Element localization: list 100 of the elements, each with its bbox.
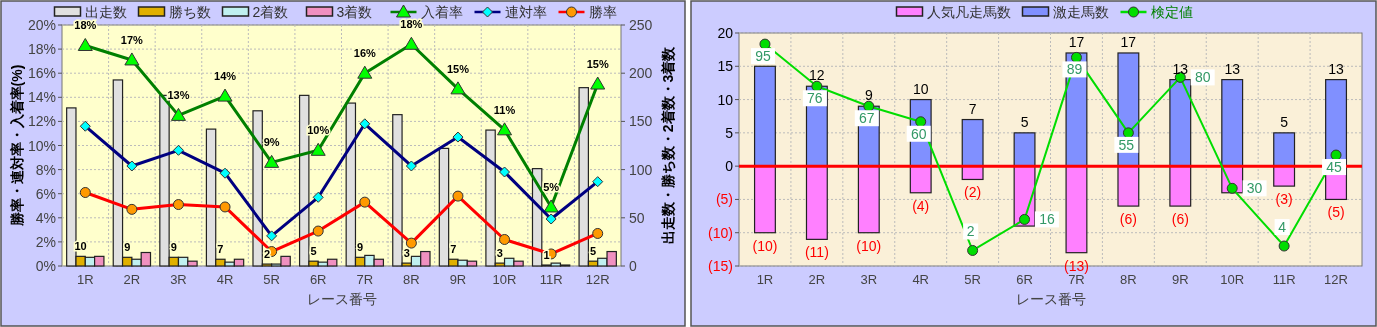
bar xyxy=(961,118,984,167)
point xyxy=(967,244,979,256)
data-label: 5 xyxy=(1280,113,1289,130)
data-label: 14% xyxy=(214,70,237,83)
bar xyxy=(1117,165,1140,207)
y2-axis-title: 出走数・勝ち数・2着数・3着数 xyxy=(660,45,676,245)
data-label: (4) xyxy=(912,197,930,214)
x-tick-label: 8R xyxy=(403,272,420,287)
data-label: 13% xyxy=(167,89,190,102)
x-tick-label: 10R xyxy=(492,272,517,287)
data-label: 45 xyxy=(1326,159,1343,176)
legend-label: 勝ち数 xyxy=(168,4,211,20)
data-label: 9 xyxy=(864,87,873,104)
bar xyxy=(1169,79,1192,167)
data-label: (2) xyxy=(964,184,982,201)
data-label: (10) xyxy=(752,237,778,254)
legend-label: 人気凡走馬数 xyxy=(926,4,1011,20)
y-tick-label: 15 xyxy=(717,58,734,75)
x-tick-label: 4R xyxy=(216,272,234,287)
data-label: 55 xyxy=(1118,136,1135,153)
point xyxy=(811,80,823,92)
x-tick-label: 6R xyxy=(1016,272,1033,287)
data-label: 12 xyxy=(809,67,825,84)
y2-tick-label: 200 xyxy=(629,65,653,82)
y-tick-label: 18% xyxy=(27,41,56,58)
legend-label: 検定値 xyxy=(1150,4,1193,20)
point xyxy=(759,38,771,50)
x-tick-label: 3R xyxy=(170,272,187,287)
y-tick-label: 8% xyxy=(35,161,56,178)
data-label: 3 xyxy=(403,247,410,260)
x-tick-label: 6R xyxy=(309,272,327,287)
y-tick-label: 2% xyxy=(35,233,56,250)
data-label: 80 xyxy=(1194,69,1211,86)
data-label: (5) xyxy=(1327,204,1345,221)
data-label: 4 xyxy=(1278,219,1287,236)
data-label: 76 xyxy=(807,90,823,107)
point xyxy=(1226,182,1238,194)
data-label: 10 xyxy=(912,80,929,97)
legend-label: 連対率 xyxy=(504,4,547,20)
bar xyxy=(909,165,932,194)
y-tick-label: 20 xyxy=(717,25,734,41)
data-label: 15% xyxy=(586,58,609,71)
data-label: 13 xyxy=(1172,60,1189,77)
y-tick-label: 14% xyxy=(27,89,56,106)
x-tick-label: 11R xyxy=(539,272,563,287)
point xyxy=(1019,213,1031,225)
x-tick-label: 5R xyxy=(263,272,280,287)
y-tick-label: 5 xyxy=(725,124,734,141)
data-label: 89 xyxy=(1066,61,1083,78)
data-label: 17 xyxy=(1120,33,1137,50)
x-tick-label: 2R xyxy=(808,272,826,287)
y-tick-label: (5) xyxy=(715,191,733,208)
y-tick-label: 6% xyxy=(35,185,56,202)
bar xyxy=(753,165,776,234)
x-tick-label: 4R xyxy=(912,272,930,287)
y-tick-label: 12% xyxy=(27,113,56,130)
bar xyxy=(857,165,880,234)
data-label: 5 xyxy=(1020,113,1029,130)
y-tick-label: 0% xyxy=(35,258,56,274)
bar xyxy=(1273,132,1296,167)
y-axis-title: 勝率・連対率・入着率(%) xyxy=(9,64,25,228)
point xyxy=(1330,149,1342,161)
x-tick-label: 9R xyxy=(449,272,467,287)
x-tick-label: 7R xyxy=(356,272,374,287)
x-tick-label: 10R xyxy=(1220,272,1245,287)
data-label: 15% xyxy=(446,62,470,75)
data-label: 2 xyxy=(966,223,975,240)
legend-label: 2着数 xyxy=(252,4,289,20)
y2-tick-label: 50 xyxy=(629,209,645,226)
bar xyxy=(1065,165,1088,254)
bar xyxy=(1221,79,1244,167)
x-tick-label: 12R xyxy=(1324,272,1348,287)
legend-label: 勝率 xyxy=(588,4,617,20)
data-label: (6) xyxy=(1119,211,1137,228)
y-tick-label: 10 xyxy=(717,91,734,108)
data-label: 7 xyxy=(217,243,224,256)
y-tick-label: 16% xyxy=(27,65,56,82)
data-label: (10) xyxy=(856,237,882,254)
data-label: 17 xyxy=(1068,33,1085,50)
data-label: 16% xyxy=(353,47,377,60)
x-tick-label: 5R xyxy=(964,272,981,287)
y-tick-label: (10) xyxy=(708,224,733,241)
data-label: (11) xyxy=(804,244,829,261)
data-label: 5 xyxy=(310,245,317,258)
x-tick-label: 7R xyxy=(1068,272,1085,287)
data-label: 13 xyxy=(1224,60,1241,77)
bar xyxy=(805,165,828,240)
y-tick-label: 0 xyxy=(725,158,734,175)
data-label: 60 xyxy=(910,125,927,142)
x-tick-label: 3R xyxy=(860,272,878,287)
y2-tick-label: 150 xyxy=(629,113,653,130)
data-label: 18% xyxy=(400,18,423,31)
data-label: 18% xyxy=(74,19,97,32)
data-label: (6) xyxy=(1171,211,1189,228)
y-tick-label: 20% xyxy=(27,17,56,33)
data-label: 9 xyxy=(170,241,177,254)
x-tick-label: 2R xyxy=(123,272,141,287)
data-label: 17% xyxy=(120,33,144,46)
point xyxy=(1278,240,1290,252)
data-label: 7 xyxy=(450,243,457,256)
